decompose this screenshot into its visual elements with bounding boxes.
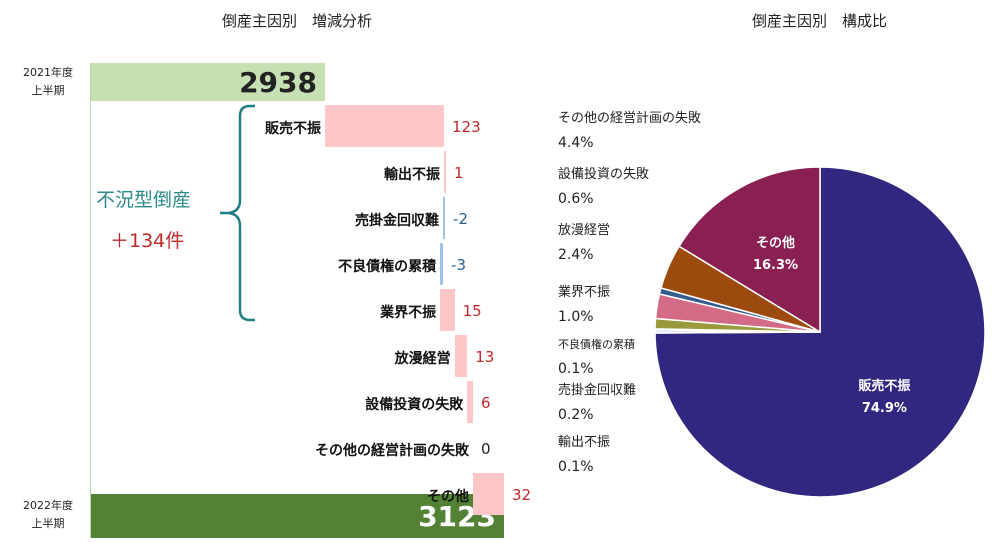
waterfall-value-label: 123 [452, 118, 481, 136]
waterfall-bar [454, 335, 468, 377]
end-period-label: 2022年度 上半期 [8, 497, 88, 533]
pie-outside-name: 業界不振 [558, 285, 611, 300]
start-total-bar: 2938 [91, 63, 325, 101]
pie-outside-pct: 1.0% [558, 309, 594, 325]
waterfall-category-label: 業界不振 [380, 305, 437, 321]
waterfall-value-label: 32 [512, 486, 532, 504]
waterfall-title: 倒産主因別 増減分析 [222, 12, 373, 30]
waterfall-value-label: 15 [462, 302, 482, 320]
pie-outside-name: 設備投資の失敗 [558, 167, 650, 182]
end-period-year: 2022年度 [23, 499, 73, 512]
waterfall-value-label: 0 [481, 440, 491, 458]
waterfall-category-label: 不良債権の累積 [338, 259, 437, 275]
pie-outside-label: 設備投資の失敗 0.6% [558, 166, 649, 208]
pie-outside-label: 不良債権の累積 0.1% [558, 336, 635, 378]
pie-outside-name: その他の経営計画の失敗 [558, 111, 702, 126]
waterfall-category-label: その他 [427, 489, 470, 505]
pie-outside-label: 放漫経営 2.4% [558, 222, 610, 264]
pie-slice [678, 166, 821, 334]
waterfall-category-label: 設備投資の失敗 [365, 397, 464, 413]
pie-outside-label: 輸出不振 0.1% [558, 434, 610, 476]
waterfall-value-label: 1 [454, 164, 464, 182]
pie-outside-name: 放漫経営 [558, 223, 611, 238]
pie-outside-pct: 0.2% [558, 407, 594, 423]
waterfall-bar [443, 197, 446, 239]
group-bracket-icon [220, 104, 255, 322]
waterfall-category-label: その他の経営計画の失敗 [315, 443, 470, 459]
waterfall-value-label: 13 [475, 348, 495, 366]
pie-slice-pct: 74.9% [862, 401, 907, 416]
waterfall-bar [325, 105, 444, 147]
pie-outside-pct: 2.4% [558, 247, 594, 263]
pie-slice-pct: 16.3% [753, 258, 798, 273]
start-period-half: 上半期 [31, 84, 65, 97]
pie-outside-pct: 4.4% [558, 135, 594, 151]
pie-outside-name: 輸出不振 [558, 435, 611, 450]
waterfall-category-label: 輸出不振 [384, 167, 441, 183]
waterfall-value-label: -2 [453, 210, 468, 228]
waterfall-bar [440, 289, 455, 331]
waterfall-axis [90, 63, 91, 538]
pie-outside-name: 不良債権の累積 [558, 338, 635, 351]
pie-slice [654, 166, 986, 498]
waterfall-bar [444, 151, 446, 193]
waterfall-category-label: 放漫経営 [394, 351, 451, 367]
pie-slice-label: その他 [756, 235, 795, 251]
waterfall-category-label: 売掛金回収難 [355, 213, 440, 229]
pie-outside-label: その他の経営計画の失敗 4.4% [558, 110, 701, 152]
group-sum: ＋134件 [110, 230, 185, 252]
group-label: 不況型倒産 [96, 189, 192, 211]
start-period-label: 2021年度 上半期 [8, 64, 88, 100]
start-period-year: 2021年度 [23, 66, 73, 79]
pie-outside-name: 売掛金回収難 [558, 383, 637, 398]
pie-chart: 販売不振 74.9% その他 16.3% [654, 166, 986, 498]
waterfall-value-label: -3 [451, 256, 466, 274]
waterfall-bar [473, 473, 504, 515]
pie-slice-label: 販売不振 [858, 378, 910, 394]
end-period-half: 上半期 [31, 517, 65, 530]
pie-title: 倒産主因別 構成比 [752, 12, 888, 30]
waterfall-bar [440, 243, 444, 285]
pie-outside-pct: 0.1% [558, 459, 594, 475]
pie-outside-pct: 0.6% [558, 191, 594, 207]
waterfall-category-label: 販売不振 [265, 121, 321, 137]
pie-outside-pct: 0.1% [558, 361, 594, 377]
pie-outside-label: 業界不振 1.0% [558, 284, 610, 326]
waterfall-value-label: 6 [481, 394, 491, 412]
pie-outside-label: 売掛金回収難 0.2% [558, 382, 636, 424]
start-total-value: 2938 [239, 65, 317, 99]
waterfall-bar [467, 381, 474, 423]
